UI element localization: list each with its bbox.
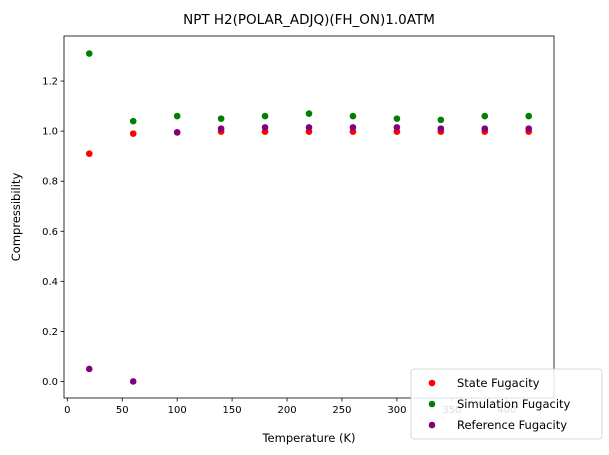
data-point	[393, 124, 401, 131]
x-axis-label: Temperature (K)	[261, 431, 355, 445]
data-point	[217, 125, 225, 132]
x-tick-label: 150	[223, 405, 242, 416]
data-point	[261, 112, 269, 120]
legend-label: State Fugacity	[457, 376, 540, 390]
data-point	[305, 110, 313, 117]
y-tick-label: 0.8	[42, 177, 58, 188]
data-point	[437, 116, 445, 124]
y-tick-label: 1.0	[42, 127, 58, 138]
y-tick-label: 0.6	[42, 227, 58, 238]
legend-label: Reference Fugacity	[457, 418, 567, 432]
y-tick-label: 1.2	[42, 77, 58, 88]
x-tick-label: 250	[332, 405, 351, 416]
data-point	[85, 365, 93, 373]
series-2	[85, 50, 533, 125]
series-1	[85, 128, 533, 157]
data-point	[481, 112, 489, 120]
data-point	[525, 112, 533, 120]
x-tick-label: 200	[277, 405, 296, 416]
legend-marker	[428, 400, 436, 408]
y-axis-label: Compressibility	[9, 173, 23, 262]
data-point	[129, 117, 137, 125]
axes: 0501001502002503003504000.00.20.40.60.81…	[42, 35, 555, 416]
x-tick-label: 300	[387, 405, 406, 416]
series-3	[85, 124, 533, 385]
legend-box	[410, 368, 603, 440]
x-tick-label: 100	[168, 405, 187, 416]
chart-title: NPT H2(POLAR_ADJQ)(FH_ON)1.0ATM	[183, 12, 435, 28]
data-point	[85, 150, 93, 157]
legend: State Fugacity Simulation Fugacity Referen…	[410, 368, 603, 440]
data-point	[481, 125, 489, 132]
legend-label: Simulation Fugacity	[457, 397, 571, 411]
data-point	[349, 112, 357, 120]
data-point	[525, 125, 533, 132]
plot-frame	[63, 35, 555, 399]
legend-marker	[428, 421, 436, 429]
data-points	[85, 50, 533, 385]
data-point	[217, 115, 225, 122]
x-tick-label: 0	[64, 405, 70, 416]
data-point	[129, 378, 137, 385]
data-point	[349, 124, 357, 131]
data-point	[393, 115, 401, 122]
data-point	[173, 129, 181, 136]
data-point	[129, 130, 137, 137]
x-tick-label: 50	[116, 405, 129, 416]
data-point	[437, 125, 445, 132]
y-tick-label: 0.4	[42, 277, 58, 288]
data-point	[173, 112, 181, 120]
data-point	[261, 124, 269, 131]
data-point	[85, 50, 93, 57]
legend-marker	[428, 379, 436, 387]
y-tick-label: 0.2	[42, 327, 58, 338]
y-tick-label: 0.0	[42, 377, 58, 388]
data-point	[305, 124, 313, 131]
